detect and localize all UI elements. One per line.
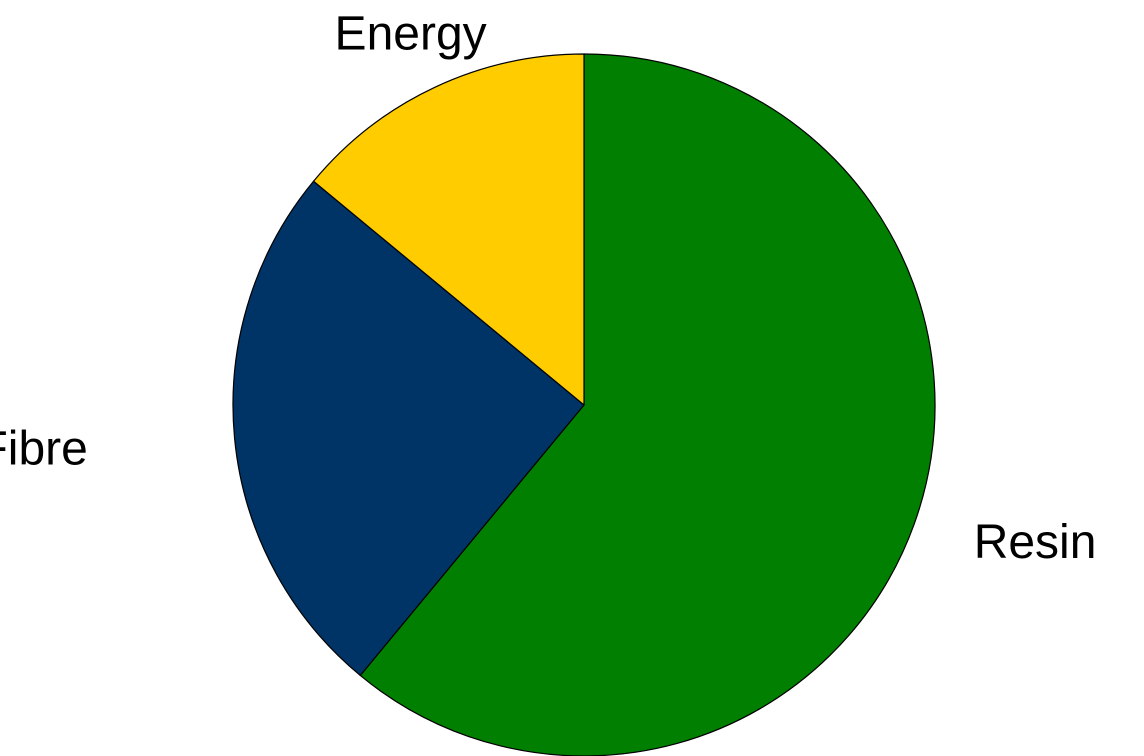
pie-slice-energy [312, 53, 585, 406]
pie-labels: Resin Fibre Energy [0, 7, 1096, 569]
slice-label-energy: Energy [335, 7, 487, 60]
pie-slice-resin [359, 53, 936, 756]
slice-label-resin: Resin [974, 516, 1097, 569]
pie-slices [232, 53, 936, 756]
slice-label-fibre: Fibre [0, 423, 88, 476]
pie-slice-fibre [232, 180, 585, 677]
